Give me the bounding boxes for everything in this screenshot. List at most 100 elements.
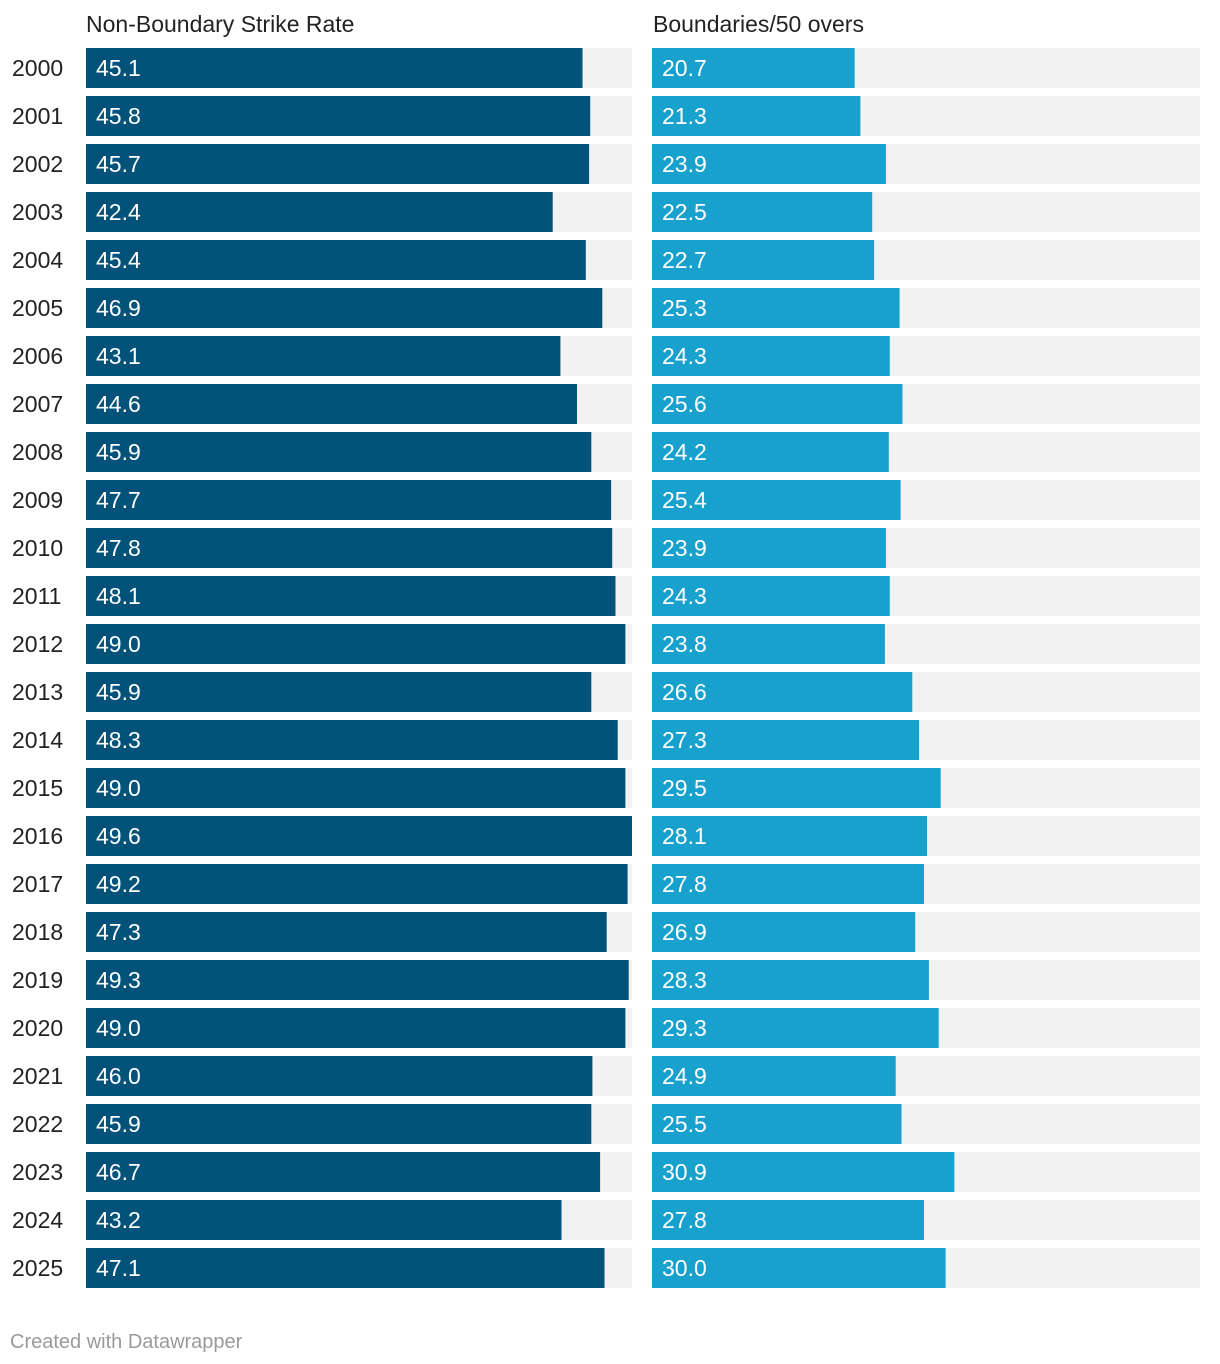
bar-value-label: 22.7 [662, 247, 707, 273]
bar-value-label: 27.3 [662, 727, 707, 753]
bar [652, 1200, 924, 1240]
bar [86, 336, 561, 376]
bar [652, 624, 885, 664]
bar-value-label: 30.0 [662, 1255, 707, 1281]
bar-value-label: 29.3 [662, 1015, 707, 1041]
bar [86, 912, 607, 952]
bar-value-label: 49.0 [96, 1015, 141, 1041]
bar-value-label: 49.2 [96, 871, 141, 897]
bar-value-label: 43.1 [96, 343, 141, 369]
bar [652, 1056, 896, 1096]
bar-value-label: 25.4 [662, 487, 707, 513]
year-label: 2004 [12, 247, 63, 273]
bar-value-label: 49.0 [96, 631, 141, 657]
bar-value-label: 25.6 [662, 391, 707, 417]
bar [652, 672, 913, 712]
bar [652, 288, 900, 328]
year-label: 2002 [12, 151, 63, 177]
bar [652, 48, 855, 88]
year-label: 2005 [12, 295, 63, 321]
bar-value-label: 48.3 [96, 727, 141, 753]
bar [652, 480, 901, 520]
bar [86, 384, 577, 424]
datawrapper-credit: Created with Datawrapper [10, 1331, 243, 1353]
bar-value-label: 20.7 [662, 55, 707, 81]
bar [86, 960, 629, 1000]
bar [652, 240, 875, 280]
bar [86, 432, 592, 472]
bar-value-label: 46.9 [96, 295, 141, 321]
bar [652, 816, 927, 856]
bar-value-label: 27.8 [662, 1207, 707, 1233]
bar-value-label: 25.5 [662, 1111, 707, 1137]
bar [86, 1200, 562, 1240]
bar-value-label: 47.1 [96, 1255, 141, 1281]
bar [86, 720, 618, 760]
bar [652, 336, 890, 376]
bar-value-label: 45.7 [96, 151, 141, 177]
bar-value-label: 45.9 [96, 439, 141, 465]
year-label: 2008 [12, 439, 63, 465]
year-label: 2011 [12, 583, 61, 609]
bar-value-label: 29.5 [662, 775, 707, 801]
bar [86, 528, 613, 568]
bar [86, 576, 616, 616]
bar-value-label: 47.8 [96, 535, 141, 561]
bar-value-label: 45.1 [96, 55, 141, 81]
bar [652, 1104, 902, 1144]
bar [86, 48, 583, 88]
bar [652, 960, 929, 1000]
bar-value-label: 49.3 [96, 967, 141, 993]
bar [652, 384, 903, 424]
year-label: 2022 [12, 1111, 63, 1137]
column-title-boundaries-per-50-overs: Boundaries/50 overs [653, 11, 864, 37]
bar [652, 432, 889, 472]
year-label: 2009 [12, 487, 63, 513]
bar [652, 1008, 939, 1048]
year-label: 2016 [12, 823, 63, 849]
bar-value-label: 49.0 [96, 775, 141, 801]
bar-value-label: 28.1 [662, 823, 707, 849]
bar-value-label: 30.9 [662, 1159, 707, 1185]
bar-value-label: 28.3 [662, 967, 707, 993]
year-label: 2018 [12, 919, 63, 945]
bar [86, 1008, 626, 1048]
bar [652, 864, 924, 904]
bar-value-label: 24.2 [662, 439, 707, 465]
bar [86, 288, 603, 328]
bar [652, 576, 890, 616]
bar-value-label: 24.9 [662, 1063, 707, 1089]
bar [652, 144, 886, 184]
bar [652, 528, 886, 568]
bar-value-label: 47.3 [96, 919, 141, 945]
bar [86, 192, 553, 232]
bar [86, 1056, 593, 1096]
bar-value-label: 26.9 [662, 919, 707, 945]
bar [86, 672, 592, 712]
year-label: 2020 [12, 1015, 63, 1041]
bar [86, 1104, 592, 1144]
year-label: 2014 [12, 727, 63, 753]
bar [652, 768, 941, 808]
bar [86, 1152, 601, 1192]
bar-value-label: 23.9 [662, 535, 707, 561]
bar [86, 144, 590, 184]
bar-value-label: 42.4 [96, 199, 141, 225]
year-label: 2006 [12, 343, 63, 369]
bar-value-label: 48.1 [96, 583, 141, 609]
bar-value-label: 47.7 [96, 487, 141, 513]
bar-value-label: 24.3 [662, 343, 707, 369]
bar [86, 480, 612, 520]
year-label: 2003 [12, 199, 63, 225]
bar [86, 768, 626, 808]
bar-value-label: 46.7 [96, 1159, 141, 1185]
bar-value-label: 23.9 [662, 151, 707, 177]
year-label: 2010 [12, 535, 63, 561]
bar [652, 912, 916, 952]
bar [86, 864, 628, 904]
bar-value-label: 26.6 [662, 679, 707, 705]
bar-value-label: 45.4 [96, 247, 141, 273]
bar-value-label: 45.8 [96, 103, 141, 129]
year-label: 2023 [12, 1159, 63, 1185]
bar-value-label: 23.8 [662, 631, 707, 657]
